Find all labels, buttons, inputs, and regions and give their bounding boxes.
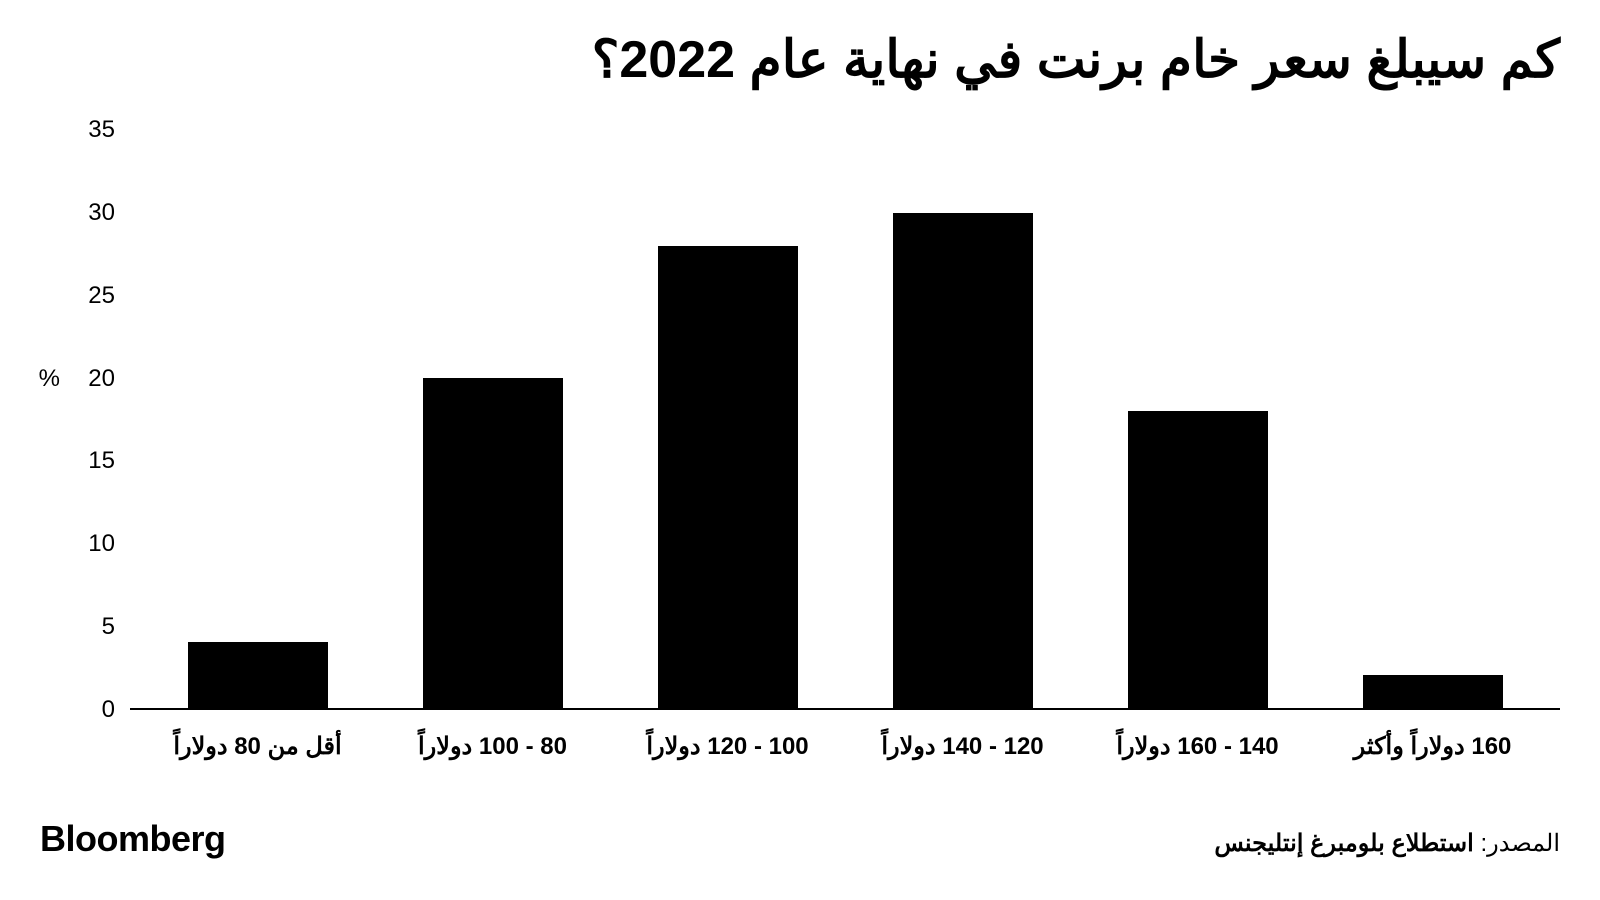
x-axis-labels: أقل من 80 دولاراً80 - 100 دولاراً100 - 1… [130, 720, 1560, 770]
x-axis-label: أقل من 80 دولاراً [140, 720, 375, 770]
bar [1128, 411, 1268, 708]
bar-slot [845, 130, 1080, 708]
source-label: المصدر: [1474, 830, 1560, 857]
y-axis: 05101520253035% [40, 130, 130, 770]
y-axis-tick: 10 [88, 530, 115, 558]
bar-slot [610, 130, 845, 708]
x-axis-label: 100 - 120 دولاراً [610, 720, 845, 770]
chart-container: كم سيبلغ سعر خام برنت في نهاية عام 2022؟… [0, 0, 1600, 900]
y-axis-tick: 20 [88, 365, 115, 393]
bar [188, 642, 328, 708]
chart-footer: المصدر: استطلاع بلومبرغ إنتليجنس Bloombe… [40, 818, 1560, 860]
y-axis-unit: % [39, 365, 60, 393]
source-line: المصدر: استطلاع بلومبرغ إنتليجنس [1214, 829, 1560, 858]
y-axis-tick: 15 [88, 447, 115, 475]
x-axis-label: 120 - 140 دولاراً [845, 720, 1080, 770]
bar [893, 213, 1033, 708]
x-axis-label: 140 - 160 دولاراً [1080, 720, 1315, 770]
y-axis-tick: 0 [102, 696, 115, 724]
bar-slot [375, 130, 610, 708]
bar [423, 378, 563, 708]
y-axis-tick: 25 [88, 282, 115, 310]
plot-column: أقل من 80 دولاراً80 - 100 دولاراً100 - 1… [130, 130, 1560, 770]
x-axis-label: 80 - 100 دولاراً [375, 720, 610, 770]
y-axis-tick: 30 [88, 199, 115, 227]
bar-slot [1315, 130, 1550, 708]
bar-slot [140, 130, 375, 708]
x-axis-label: 160 دولاراً وأكثر [1315, 720, 1550, 770]
y-axis-tick: 35 [88, 116, 115, 144]
y-axis-tick: 5 [102, 613, 115, 641]
source-value: استطلاع بلومبرغ إنتليجنس [1214, 830, 1473, 857]
chart-wrap: أقل من 80 دولاراً80 - 100 دولاراً100 - 1… [40, 130, 1560, 770]
bar [1363, 675, 1503, 708]
plot-area [130, 130, 1560, 710]
brand-logo: Bloomberg [40, 818, 226, 860]
bar [658, 246, 798, 708]
bars-group [130, 130, 1560, 708]
chart-title: كم سيبلغ سعر خام برنت في نهاية عام 2022؟ [40, 30, 1560, 90]
bar-slot [1080, 130, 1315, 708]
